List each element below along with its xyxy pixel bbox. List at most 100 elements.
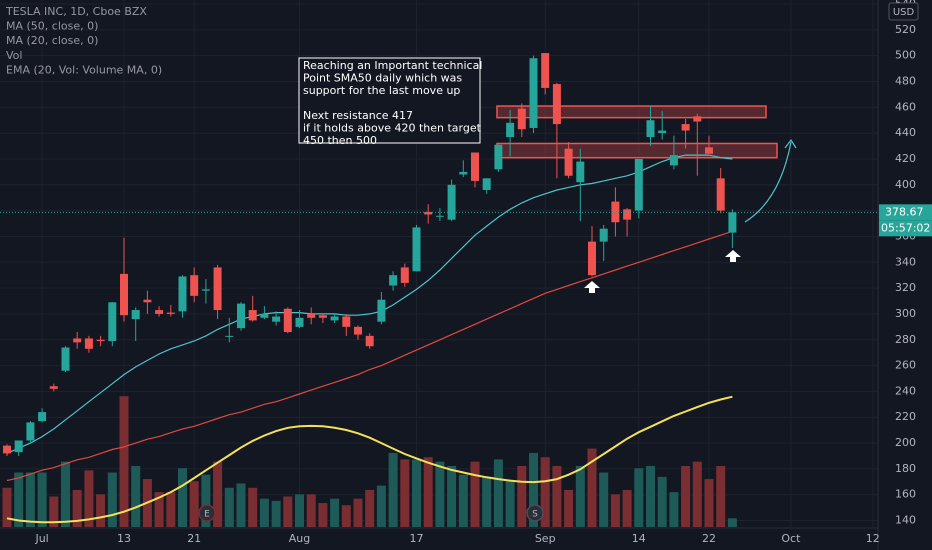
volume-bar (599, 472, 609, 527)
x-tick-label: 13 (117, 532, 131, 545)
candle-body (588, 241, 596, 276)
candle-body (272, 316, 281, 322)
candle-body (529, 58, 538, 128)
currency-badge (888, 2, 919, 21)
candle-body (576, 161, 585, 183)
indicator-line (6, 230, 733, 482)
volume-bar (189, 481, 199, 527)
candle-body (84, 338, 93, 349)
volume-bar (587, 448, 597, 527)
candle-body (108, 302, 117, 342)
y-tick-label: 440 (895, 126, 916, 139)
volume-bar (657, 476, 667, 527)
candle-body (412, 227, 421, 272)
candle-body (120, 273, 128, 316)
volume-bar (634, 468, 644, 527)
support-arrow (584, 281, 600, 293)
volume-bar (529, 452, 538, 527)
x-tick-label: Aug (289, 532, 310, 545)
candle-body (354, 326, 362, 335)
candle-body (143, 299, 152, 303)
legend-entry: EMA (20, Vol: Volume MA, 0) (6, 63, 162, 76)
candle-body (213, 267, 222, 311)
y-tick-label: 480 (895, 74, 916, 87)
candle-body (14, 440, 23, 453)
volume-bar (224, 487, 234, 527)
candle-body (541, 53, 550, 88)
candle-body (681, 124, 690, 131)
candle-body (365, 335, 374, 347)
event-label: E (204, 510, 210, 520)
volume-bar (61, 461, 70, 527)
x-tick-label: 12 (866, 532, 880, 545)
volume-bar (505, 481, 515, 527)
volume-bar (2, 487, 12, 527)
candle-body (716, 178, 725, 211)
candle-body (389, 275, 398, 286)
candle-body (552, 84, 561, 125)
volume-bar (107, 472, 117, 527)
candle-body (295, 317, 304, 327)
volume-bar (236, 483, 246, 527)
y-tick-label: 220 (895, 410, 916, 423)
candle-body (634, 158, 643, 211)
candle-body (494, 144, 503, 170)
x-tick-label: Sep (535, 532, 556, 545)
volume-bar (482, 476, 492, 527)
volume-bar (610, 494, 620, 527)
volume-bar (458, 474, 468, 527)
indicator-line (6, 395, 733, 524)
volume-bar (727, 518, 737, 527)
y-tick-label: 420 (895, 152, 916, 165)
indicator-line (6, 154, 733, 454)
x-tick-label: 17 (410, 532, 424, 545)
volume-bar (306, 494, 316, 527)
y-tick-label: 240 (895, 384, 916, 397)
candle-body (623, 209, 632, 220)
y-tick-label: 160 (895, 488, 916, 501)
volume-bar (447, 465, 457, 527)
candle-body (599, 228, 608, 242)
volume-bar (259, 498, 269, 527)
volume-bar (412, 459, 421, 527)
annotation-text: Point SMA50 daily which was (303, 72, 462, 85)
volume-bar (365, 489, 375, 527)
legend-entry: MA (20, close, 0) (6, 34, 98, 47)
y-tick-label: 520 (895, 23, 916, 36)
volume-bar (119, 396, 129, 527)
annotation-text: 450 then 500 (303, 134, 377, 147)
candle-body (178, 276, 187, 312)
volume-bar (704, 479, 714, 527)
volume-bar (681, 465, 691, 527)
y-tick-label: 280 (895, 333, 916, 346)
candle-body (330, 316, 339, 321)
candle-body (447, 184, 456, 220)
volume-bar (14, 472, 24, 527)
volume-bar (540, 457, 550, 527)
candle-body (646, 120, 655, 138)
volume-bar (470, 461, 480, 527)
volume-bar (84, 470, 94, 527)
volume-bar (646, 465, 655, 527)
candle-body (131, 310, 140, 320)
candle-body (225, 335, 234, 337)
y-tick-label: 400 (895, 178, 916, 191)
candle-body (564, 148, 573, 176)
volume-bar (154, 492, 164, 527)
legend-entry: Vol (6, 49, 22, 62)
candle-body (342, 316, 351, 327)
y-tick-label: 340 (895, 255, 916, 268)
price-axis-bg (878, 0, 932, 550)
resistance-zone (496, 142, 778, 159)
candle-body (400, 267, 409, 283)
candle-body (471, 152, 479, 181)
volume-bar (376, 485, 386, 527)
candle-body (201, 289, 210, 291)
annotation-box (298, 57, 481, 144)
volume-bar (166, 492, 176, 527)
event-label: S (532, 510, 538, 520)
x-tick-label: 22 (702, 532, 716, 545)
volume-bar (37, 472, 47, 527)
event-marker (198, 504, 216, 522)
candle-body (693, 116, 702, 122)
